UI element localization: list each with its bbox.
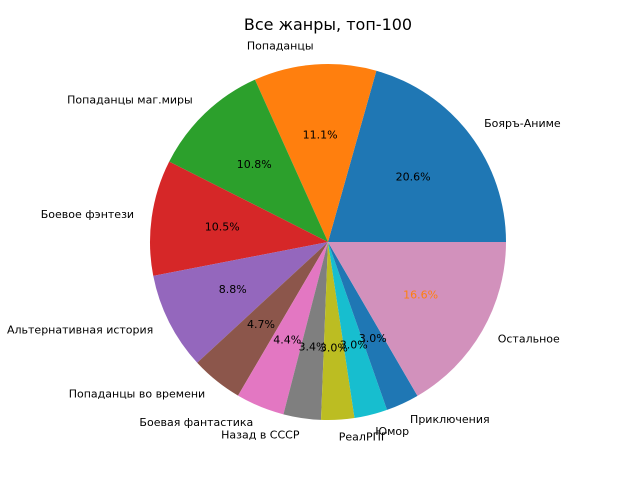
slice-percent-label: 4.4% xyxy=(273,334,301,347)
pie-slice xyxy=(328,242,418,410)
slice-label: Бояръ-Аниме xyxy=(484,117,561,130)
slice-label: Приключения xyxy=(410,413,490,426)
slice-label: РеалРПГ xyxy=(339,431,388,444)
slice-label: Попаданцы xyxy=(247,40,314,53)
slice-percent-label: 3.0% xyxy=(359,332,387,345)
slice-percent-label: 4.7% xyxy=(247,318,275,331)
pie-slice xyxy=(153,242,328,363)
slice-percent-label: 16.6% xyxy=(403,288,438,301)
pie-slice xyxy=(169,79,328,242)
chart-title: Все жанры, топ-100 xyxy=(244,15,412,34)
slice-percent-label: 8.8% xyxy=(219,283,247,296)
slice-label: Попаданцы во времени xyxy=(69,388,206,401)
slice-label: Попаданцы маг.миры xyxy=(67,93,193,106)
slice-label: Назад в СССР xyxy=(221,429,300,442)
pie-slice xyxy=(328,242,388,419)
pie-percent-labels: 20.6%11.1%10.8%10.5%8.8%4.7%4.4%3.4%3.0%… xyxy=(205,128,438,354)
slice-label: Юмор xyxy=(375,425,409,438)
pie-slice xyxy=(321,242,355,420)
pie-slice xyxy=(328,242,506,396)
slice-percent-label: 11.1% xyxy=(303,128,338,141)
slice-label: Альтернативная история xyxy=(7,323,153,336)
slice-percent-label: 3.0% xyxy=(320,342,348,355)
pie-slice xyxy=(149,161,328,276)
slice-percent-label: 20.6% xyxy=(396,171,431,184)
slice-percent-label: 10.8% xyxy=(237,158,272,171)
pie-slice xyxy=(328,70,506,243)
slice-percent-label: 3.4% xyxy=(298,341,326,354)
pie-slice xyxy=(197,242,328,396)
pie-labels: Бояръ-Аниме Попаданцы Попаданцы маг.миры Бо… xyxy=(7,40,561,444)
slice-percent-label: 3.0% xyxy=(340,339,368,352)
slice-percent-label: 10.5% xyxy=(205,220,240,233)
pie-slice xyxy=(283,242,328,420)
slice-label: Боевое фэнтези xyxy=(41,208,134,221)
pie-slice xyxy=(238,242,328,415)
slice-label: Остальное xyxy=(498,333,560,346)
pie-slice xyxy=(254,64,377,242)
pie-slices xyxy=(149,64,506,420)
slice-label: Боевая фантастика xyxy=(139,416,253,429)
